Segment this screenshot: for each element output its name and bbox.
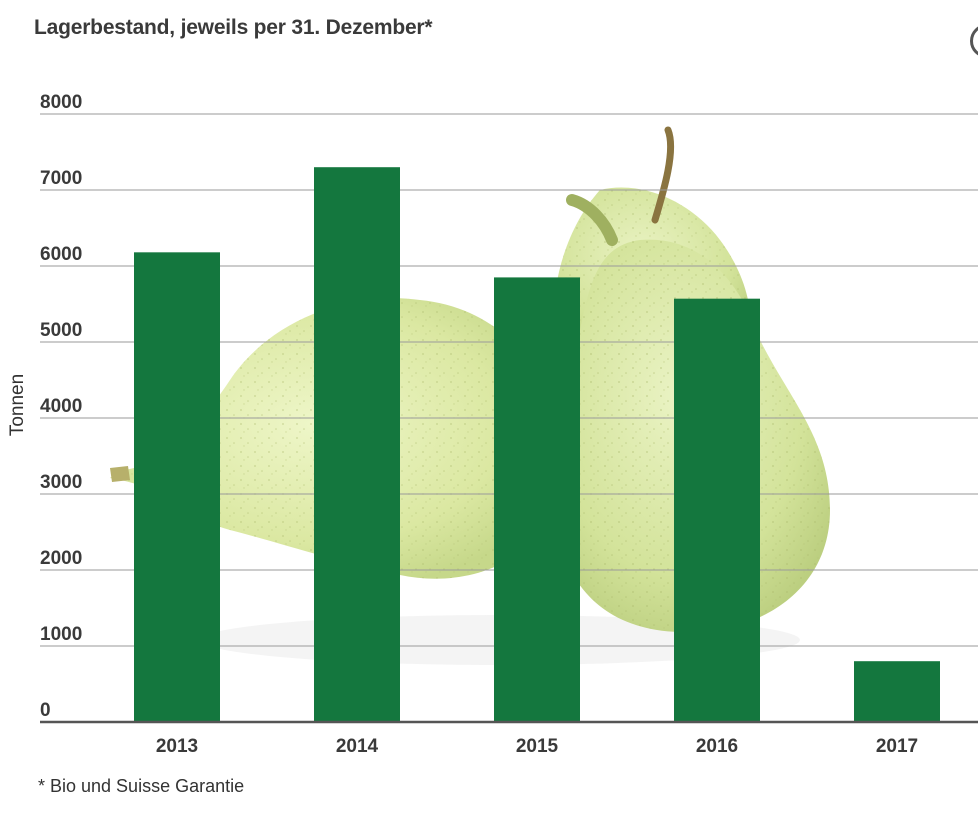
footnote: * Bio und Suisse Garantie xyxy=(38,776,245,796)
y-tick-label: 8000 xyxy=(40,92,82,113)
y-axis-ticks: 0 1000 2000 3000 4000 5000 6000 7000 8000 xyxy=(40,92,82,721)
bar-2017[interactable] xyxy=(854,661,940,722)
y-tick-label: 7000 xyxy=(40,168,82,189)
y-tick-label: 5000 xyxy=(40,320,82,341)
bar-2014[interactable] xyxy=(314,167,400,722)
x-tick-label: 2014 xyxy=(336,736,379,757)
x-tick-label: 2013 xyxy=(156,736,198,757)
y-tick-label: 3000 xyxy=(40,472,82,493)
y-tick-label: 2000 xyxy=(40,548,82,569)
y-tick-label: 4000 xyxy=(40,396,82,417)
x-tick-label: 2015 xyxy=(516,736,559,757)
y-axis-label: Tonnen xyxy=(7,373,28,437)
y-tick-label: 1000 xyxy=(40,624,82,645)
y-tick-label: 0 xyxy=(40,700,51,721)
bar-2013[interactable] xyxy=(134,252,220,722)
y-tick-label: 6000 xyxy=(40,244,82,265)
chart-title: Lagerbestand, jeweils per 31. Dezember* xyxy=(34,16,433,39)
x-tick-label: 2017 xyxy=(876,736,918,757)
x-axis-ticks: 2013 2014 2015 2016 2017 xyxy=(156,736,918,757)
bar-2015[interactable] xyxy=(494,277,580,722)
bar-2016[interactable] xyxy=(674,298,760,722)
bars xyxy=(134,167,940,722)
x-tick-label: 2016 xyxy=(696,736,738,757)
